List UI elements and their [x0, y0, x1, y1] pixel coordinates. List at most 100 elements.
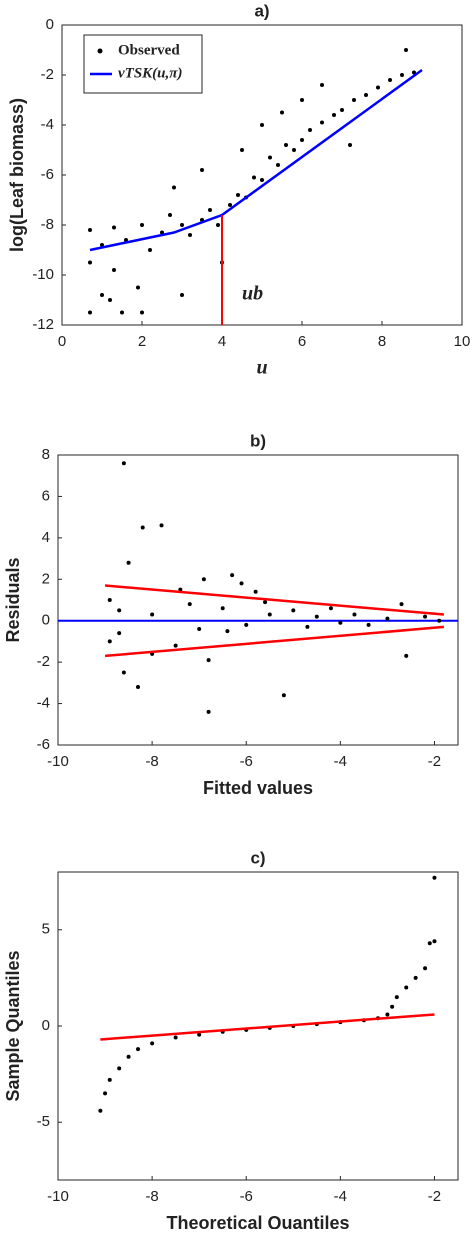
- point: [225, 629, 230, 634]
- point: [216, 223, 220, 227]
- point: [168, 213, 172, 217]
- y-tick-label: -6: [41, 166, 54, 183]
- y-tick-label: -4: [41, 116, 54, 133]
- point: [107, 639, 112, 644]
- point: [400, 73, 404, 77]
- point: [150, 1041, 155, 1046]
- chart-title: a): [254, 1, 269, 20]
- point: [385, 616, 390, 621]
- point: [352, 98, 356, 102]
- point: [260, 123, 264, 127]
- point: [364, 93, 368, 97]
- point: [280, 110, 284, 115]
- x-tick-label: -10: [47, 1188, 69, 1205]
- legend-marker: [97, 48, 103, 54]
- point: [200, 168, 204, 172]
- point: [107, 598, 112, 602]
- point: [160, 230, 164, 235]
- point: [281, 693, 286, 698]
- point: [263, 600, 268, 605]
- y-tick-label: 0: [42, 612, 50, 629]
- point: [292, 148, 296, 152]
- y-tick-label: 8: [42, 446, 50, 463]
- plot-area: [57, 454, 459, 746]
- point: [98, 1108, 103, 1113]
- point: [140, 525, 145, 530]
- point: [240, 148, 244, 152]
- point: [320, 120, 324, 125]
- x-axis-label: Theoretical Quantiles: [166, 1213, 349, 1229]
- point: [197, 1032, 202, 1037]
- point: [121, 461, 126, 466]
- point: [404, 985, 409, 990]
- y-tick-label: 5: [42, 921, 50, 938]
- point: [404, 48, 408, 52]
- x-axis-label: u: [256, 357, 267, 379]
- point: [228, 203, 232, 207]
- point: [103, 1091, 108, 1096]
- point: [126, 1054, 131, 1059]
- point: [159, 523, 164, 528]
- y-tick-label: -2: [41, 66, 54, 83]
- point: [437, 618, 442, 623]
- annotation: ub: [242, 283, 263, 305]
- point: [284, 143, 288, 147]
- point: [180, 293, 184, 297]
- point: [432, 939, 437, 944]
- point: [427, 941, 432, 946]
- point: [314, 614, 319, 619]
- point: [112, 225, 116, 230]
- point: [121, 670, 126, 675]
- point: [230, 573, 235, 578]
- point: [120, 310, 124, 315]
- point: [188, 233, 192, 237]
- x-tick-label: -4: [334, 753, 347, 770]
- point: [136, 685, 140, 689]
- x-tick-label: 8: [378, 333, 386, 350]
- x-tick-label: 10: [454, 333, 471, 350]
- chart-title: c): [250, 848, 265, 867]
- point: [338, 620, 343, 625]
- point: [206, 709, 211, 714]
- point: [107, 1077, 112, 1082]
- point: [140, 310, 144, 315]
- point: [267, 612, 272, 617]
- chart-title: b): [250, 431, 266, 450]
- y-tick-label: -10: [32, 266, 54, 283]
- legend-label: vTSK(u,π): [118, 65, 182, 81]
- point: [206, 658, 211, 663]
- x-tick-label: 4: [218, 333, 226, 350]
- legend-label: Observed: [118, 42, 180, 58]
- point: [260, 178, 264, 182]
- point: [108, 298, 112, 302]
- x-tick-label: -8: [145, 753, 158, 770]
- point: [320, 83, 324, 87]
- point: [352, 612, 357, 617]
- y-tick-label: 0: [46, 16, 54, 33]
- point: [328, 606, 333, 611]
- point: [300, 98, 304, 102]
- point: [239, 581, 244, 586]
- x-tick-label: 6: [298, 333, 306, 350]
- y-axis-label: Residuals: [3, 557, 23, 642]
- point: [332, 113, 336, 117]
- point: [140, 223, 144, 227]
- point: [340, 108, 344, 112]
- point: [244, 622, 249, 627]
- y-tick-label: -12: [32, 316, 54, 333]
- point: [172, 185, 176, 190]
- y-axis-label: log(Leaf biomass): [7, 98, 27, 252]
- point: [413, 975, 418, 980]
- plot-area: [57, 871, 459, 1181]
- y-tick-label: -6: [37, 736, 50, 753]
- point: [305, 624, 310, 629]
- point: [100, 293, 104, 297]
- x-tick-label: 2: [138, 333, 146, 350]
- point: [268, 155, 272, 160]
- point: [201, 577, 206, 582]
- point: [112, 268, 116, 272]
- point: [180, 223, 184, 227]
- y-tick-label: 0: [42, 1017, 50, 1034]
- point: [394, 995, 399, 1000]
- point: [252, 175, 256, 180]
